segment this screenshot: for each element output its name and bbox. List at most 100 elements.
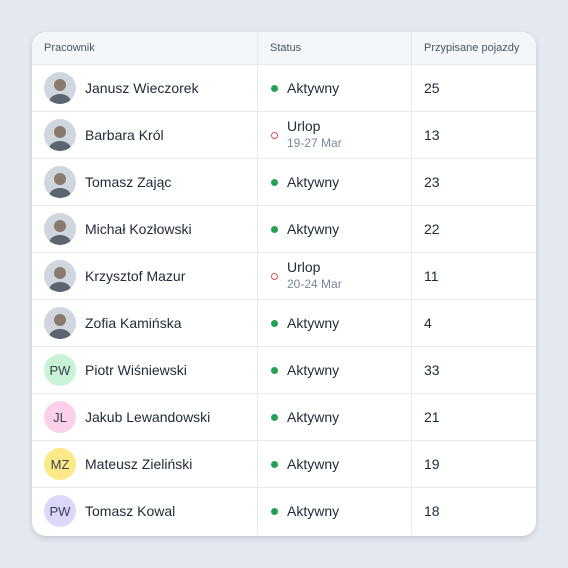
status-cell: Aktywny <box>257 441 411 487</box>
employee-name: Michał Kozłowski <box>85 221 192 237</box>
status-cell: Urlop 20-24 Mar <box>257 253 411 299</box>
employee-cell: MZ Mateusz Zieliński <box>32 441 257 487</box>
avatar-photo <box>44 119 76 151</box>
table-row: Barbara Król Urlop 19-27 Mar 13 <box>32 111 536 158</box>
status-text: Urlop 20-24 Mar <box>287 259 342 293</box>
vehicle-count: 4 <box>424 315 432 331</box>
status-dot <box>271 460 278 468</box>
vehicle-count: 11 <box>424 268 439 284</box>
avatar-initials: PW <box>44 354 76 386</box>
employee-cell: Barbara Król <box>32 112 257 158</box>
vehicles-cell: 18 <box>411 488 536 534</box>
status-text: Aktywny <box>287 221 339 238</box>
employee-name: Janusz Wieczorek <box>85 80 199 96</box>
status-cell: Aktywny <box>257 65 411 111</box>
avatar-photo <box>44 307 76 339</box>
employee-name: Zofia Kamińska <box>85 315 182 331</box>
employee-cell: JL Jakub Lewandowski <box>32 394 257 440</box>
avatar-photo <box>44 260 76 292</box>
employee-cell: Janusz Wieczorek <box>32 65 257 111</box>
employee-cell: Zofia Kamińska <box>32 300 257 346</box>
vehicles-cell: 4 <box>411 300 536 346</box>
avatar-initials: PW <box>44 495 76 527</box>
avatar-photo <box>44 166 76 198</box>
table-row: Tomasz Zając Aktywny 23 <box>32 158 536 205</box>
status-text: Aktywny <box>287 409 339 426</box>
status-cell: Aktywny <box>257 206 411 252</box>
status-dot <box>271 413 278 421</box>
status-label: Aktywny <box>287 220 340 237</box>
employee-name: Mateusz Zieliński <box>85 456 193 472</box>
table-row: MZ Mateusz Zieliński Aktywny 19 <box>32 440 536 487</box>
status-dot <box>271 366 278 374</box>
status-label: Urlop <box>287 259 321 275</box>
avatar-photo <box>44 72 76 104</box>
table-row: Krzysztof Mazur Urlop 20-24 Mar 11 <box>32 252 536 299</box>
status-label: Aktywny <box>287 502 340 519</box>
avatar-silhouette <box>49 79 71 104</box>
header-cell: Pracownik <box>32 32 257 64</box>
employee-name: Krzysztof Mazur <box>85 268 186 284</box>
status-text: Aktywny <box>287 503 339 520</box>
vehicles-cell: 13 <box>411 112 536 158</box>
status-text: Aktywny <box>287 362 339 379</box>
status-dot <box>271 178 278 186</box>
avatar-silhouette <box>49 126 71 151</box>
table-row: PW Tomasz Kowal Aktywny 18 <box>32 487 536 534</box>
status-dot <box>271 131 278 139</box>
table-row: Zofia Kamińska Aktywny 4 <box>32 299 536 346</box>
vehicle-count: 23 <box>424 174 440 190</box>
employee-cell: Krzysztof Mazur <box>32 253 257 299</box>
vehicle-count: 25 <box>424 80 440 96</box>
status-dot <box>271 507 278 515</box>
status-dot <box>271 225 278 233</box>
vehicle-count: 21 <box>424 409 440 425</box>
status-dot <box>271 319 278 327</box>
vehicles-cell: 25 <box>411 65 536 111</box>
employee-cell: Michał Kozłowski <box>32 206 257 252</box>
header-cell: Przypisane pojazdy <box>411 32 536 64</box>
header-text: Pracownik <box>44 42 95 54</box>
vehicle-count: 18 <box>424 503 440 519</box>
table-card: Pracownik Status Przypisane pojazdy Janusz … <box>32 32 536 536</box>
employee-name: Barbara Król <box>85 127 164 143</box>
employee-cell: PW Piotr Wiśniewski <box>32 347 257 393</box>
status-cell: Aktywny <box>257 159 411 205</box>
vehicles-cell: 11 <box>411 253 536 299</box>
status-label: Aktywny <box>287 361 340 378</box>
avatar-silhouette <box>49 314 71 339</box>
header-text: Przypisane pojazdy <box>424 42 520 54</box>
table-row: Michał Kozłowski Aktywny 22 <box>32 205 536 252</box>
avatar-silhouette <box>49 267 71 292</box>
avatar-initials: JL <box>44 401 76 433</box>
status-cell: Aktywny <box>257 488 411 534</box>
avatar-initials: MZ <box>44 448 76 480</box>
table-row: JL Jakub Lewandowski Aktywny 21 <box>32 393 536 440</box>
status-cell: Urlop 19-27 Mar <box>257 112 411 158</box>
employee-name: Tomasz Zając <box>85 174 172 190</box>
status-label: Urlop <box>287 118 321 134</box>
status-text: Aktywny <box>287 315 339 332</box>
vehicles-cell: 23 <box>411 159 536 205</box>
employee-name: Jakub Lewandowski <box>85 409 211 425</box>
vehicles-cell: 21 <box>411 394 536 440</box>
status-dot <box>271 84 278 92</box>
table-row: PW Piotr Wiśniewski Aktywny 33 <box>32 346 536 393</box>
vehicle-count: 33 <box>424 362 440 378</box>
status-text: Aktywny <box>287 174 339 191</box>
status-label: Aktywny <box>287 173 340 190</box>
status-text: Aktywny <box>287 456 339 473</box>
status-dot <box>271 272 278 280</box>
status-cell: Aktywny <box>257 300 411 346</box>
vehicles-cell: 33 <box>411 347 536 393</box>
avatar-photo <box>44 213 76 245</box>
status-cell: Aktywny <box>257 394 411 440</box>
employee-name: Tomasz Kowal <box>85 503 176 519</box>
avatar-silhouette <box>49 220 71 245</box>
vehicle-count: 19 <box>424 456 440 472</box>
status-label: Aktywny <box>287 408 340 425</box>
avatar-silhouette <box>49 173 71 198</box>
vehicle-count: 22 <box>424 221 440 237</box>
employee-name: Piotr Wiśniewski <box>85 362 187 378</box>
